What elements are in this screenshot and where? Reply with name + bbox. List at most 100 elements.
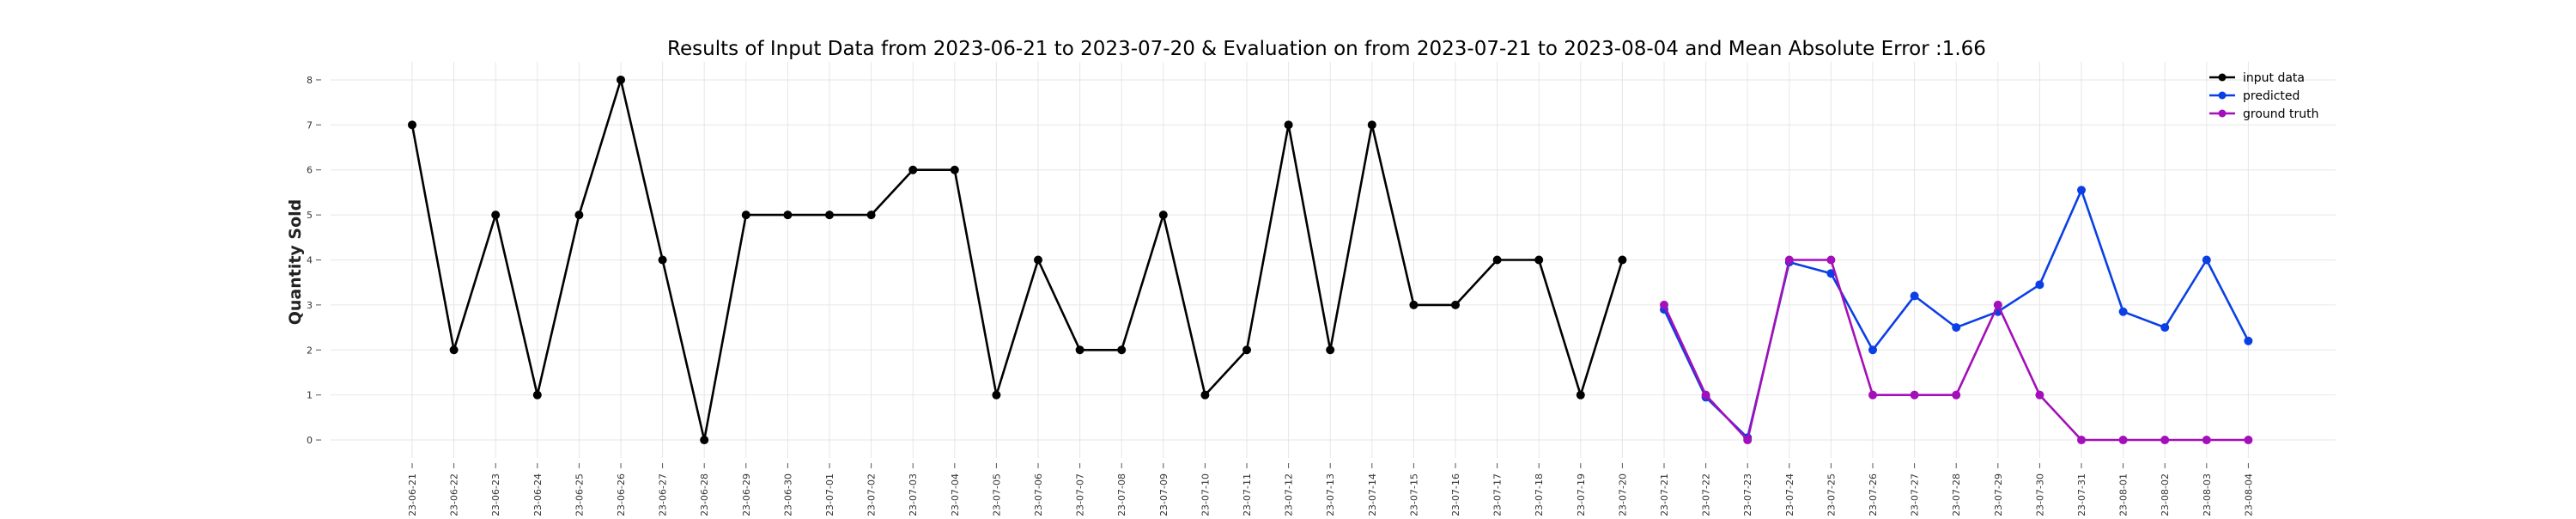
data-point-predicted	[2202, 255, 2211, 265]
x-tick-label: -23-06-26	[616, 473, 627, 516]
data-point-input-data	[783, 211, 793, 220]
data-point-input-data	[908, 165, 918, 174]
x-tick-label: -23-07-22	[1701, 473, 1712, 516]
data-point-ground-truth	[1826, 255, 1836, 265]
data-point-ground-truth	[2244, 436, 2253, 445]
data-point-input-data	[1576, 390, 1585, 400]
x-tick-label: -23-07-28	[1951, 473, 1962, 516]
x-tick-label: -23-07-13	[1325, 473, 1336, 516]
data-point-input-data	[1534, 255, 1544, 265]
y-tick-label: 7	[307, 119, 313, 131]
data-point-input-data	[1075, 345, 1084, 355]
x-tick-label: -23-07-19	[1576, 473, 1587, 516]
legend-marker	[2218, 109, 2227, 118]
x-tick-label: -23-07-08	[1116, 473, 1127, 516]
data-point-input-data	[1618, 255, 1627, 265]
x-tick-label: -23-08-02	[2160, 473, 2171, 516]
data-point-input-data	[1117, 345, 1127, 355]
x-tick-label: -23-07-23	[1742, 473, 1753, 516]
x-tick-label: -23-07-07	[1075, 473, 1086, 516]
data-point-predicted	[2118, 307, 2128, 316]
series-line-input-data	[410, 78, 1624, 442]
data-point-input-data	[1158, 211, 1168, 220]
data-point-predicted	[2244, 336, 2253, 345]
x-tick-label: -23-06-29	[741, 473, 752, 516]
x-tick-label: -23-07-02	[866, 473, 878, 516]
x-tick-label: -23-07-17	[1492, 473, 1504, 516]
data-point-input-data	[866, 211, 876, 220]
data-point-input-data	[741, 211, 750, 220]
data-point-ground-truth	[2202, 436, 2211, 445]
x-tick-label: -23-07-24	[1784, 473, 1795, 516]
x-tick-label: -23-06-27	[658, 473, 669, 516]
x-tick-label: -23-07-14	[1367, 473, 1378, 516]
data-point-input-data	[491, 211, 501, 220]
legend-label: predicted	[2243, 89, 2300, 103]
data-point-predicted	[2035, 280, 2044, 290]
series	[408, 75, 2253, 445]
data-point-input-data	[1451, 300, 1460, 309]
y-tick-label: 4	[307, 255, 313, 266]
data-point-ground-truth	[1701, 390, 1710, 400]
legend-marker	[2218, 91, 2227, 100]
data-point-predicted	[1868, 345, 1877, 355]
data-point-predicted	[1910, 291, 1919, 301]
x-tick-label: -23-07-09	[1158, 473, 1170, 516]
x-tick-label: -23-08-01	[2118, 473, 2129, 516]
x-tick-label: -23-07-10	[1200, 473, 1211, 516]
data-point-ground-truth	[2118, 436, 2128, 445]
x-tick-label: -23-07-06	[1033, 473, 1044, 516]
x-tick-label: -23-07-15	[1408, 473, 1419, 516]
y-tick-label: 2	[307, 345, 313, 356]
y-tick-label: 6	[307, 165, 313, 176]
y-tick-label: 5	[307, 210, 313, 221]
x-tick-label: -23-07-31	[2076, 473, 2087, 516]
x-tick-label: -23-07-18	[1534, 473, 1545, 516]
data-point-input-data	[532, 390, 542, 400]
data-point-ground-truth	[1660, 300, 1668, 309]
data-point-predicted	[1952, 323, 1961, 333]
y-tick-label: 8	[307, 75, 313, 86]
data-point-ground-truth	[1743, 436, 1753, 445]
x-tick-label: -23-07-27	[1910, 473, 1921, 516]
data-point-ground-truth	[1952, 390, 1961, 400]
data-point-input-data	[449, 345, 459, 355]
y-axis-ticks: 0 1 2 3 4 5 6 7 8	[307, 75, 321, 446]
data-point-predicted	[1826, 269, 1836, 278]
x-tick-label: -23-07-26	[1868, 473, 1879, 516]
data-point-input-data	[617, 75, 625, 84]
data-point-input-data	[574, 211, 584, 220]
data-point-input-data	[1326, 345, 1335, 355]
data-point-ground-truth	[2160, 436, 2170, 445]
x-tick-label: -23-07-12	[1284, 473, 1295, 516]
x-tick-label: -23-07-20	[1617, 473, 1628, 516]
legend-label: ground truth	[2243, 107, 2318, 121]
x-tick-label: -23-07-01	[824, 473, 835, 516]
data-point-input-data	[992, 390, 1001, 400]
x-tick-label: -23-07-03	[908, 473, 919, 516]
data-point-ground-truth	[1910, 390, 1919, 400]
x-tick-label: -23-08-04	[2243, 473, 2254, 516]
x-tick-label: -23-07-16	[1450, 473, 1461, 516]
legend-label: input data	[2243, 71, 2305, 85]
x-tick-label: -23-06-30	[782, 473, 793, 516]
y-tick-label: 0	[307, 435, 313, 446]
y-axis-label: Quantity Sold	[286, 199, 305, 326]
x-tick-label: -23-07-25	[1826, 473, 1837, 516]
data-point-predicted	[2077, 186, 2086, 195]
data-point-input-data	[408, 120, 416, 130]
x-tick-label: -23-07-30	[2034, 473, 2045, 516]
x-tick-label: -23-07-21	[1659, 473, 1670, 516]
data-point-input-data	[1409, 300, 1419, 309]
x-tick-label: -23-06-23	[490, 473, 501, 516]
data-point-input-data	[1242, 345, 1251, 355]
x-tick-label: -23-06-28	[699, 473, 710, 516]
data-point-input-data	[700, 436, 709, 445]
y-tick-label: 1	[307, 390, 313, 401]
data-point-input-data	[1492, 255, 1502, 265]
data-point-input-data	[1034, 255, 1042, 265]
data-point-ground-truth	[2035, 390, 2044, 400]
legend: input data predicted ground truth	[2209, 71, 2318, 121]
